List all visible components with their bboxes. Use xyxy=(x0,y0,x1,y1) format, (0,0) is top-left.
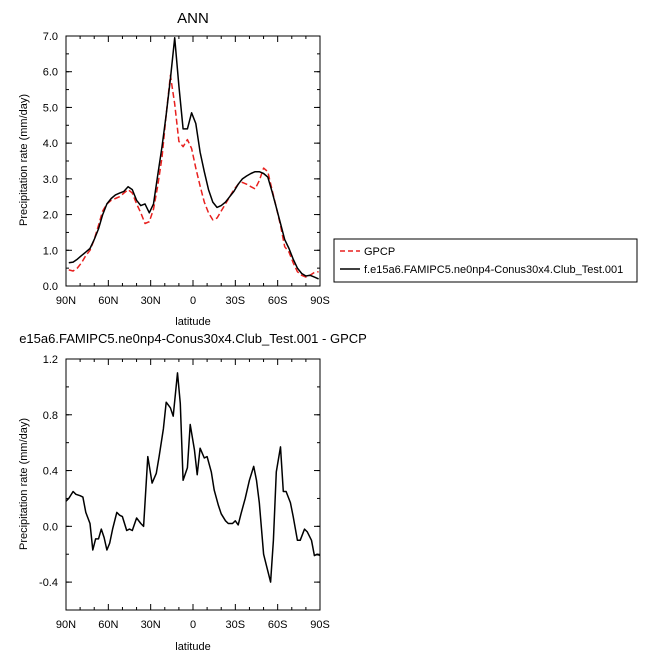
top-chart-title: ANN xyxy=(177,10,209,27)
bottom-plot-frame xyxy=(65,358,321,611)
top-x-tick-label: 30S xyxy=(226,295,246,307)
bottom-panel: e15a6.FAMIPC5.ne0np4-Conus30x4.Club_Test… xyxy=(18,331,367,653)
bottom-y-tick-label: -0.4 xyxy=(39,577,58,589)
top-plot-frame xyxy=(65,35,321,287)
top-plot-area: 90N 60N 30N 0 30S 60S 90S 0.0 1.0 2.0 3.0 4.0 5.0 6.0… xyxy=(43,31,330,307)
bottom-y-axis-label: Precipitation rate (mm/day) xyxy=(18,418,30,550)
legend-label-gpcp: GPCP xyxy=(364,246,395,258)
top-x-tick-label: 60N xyxy=(98,295,118,307)
legend-box xyxy=(333,238,638,283)
bottom-x-tick-label: 90S xyxy=(310,619,330,631)
top-y-axis-label: Precipitation rate (mm/day) xyxy=(18,94,30,226)
top-y-tick-label: 4.0 xyxy=(43,138,58,150)
bottom-y-tick-label: 1.2 xyxy=(43,354,58,366)
top-x-tick-label: 60S xyxy=(268,295,288,307)
bottom-series-line-difference xyxy=(65,372,321,583)
top-y-tick-label: 2.0 xyxy=(43,210,58,222)
top-series-line-model xyxy=(68,37,319,280)
top-x-tick-label: 30N xyxy=(141,295,161,307)
top-y-tick-label: 7.0 xyxy=(43,31,58,43)
top-y-tick-label: 0.0 xyxy=(43,281,58,293)
bottom-x-tick-label: 60N xyxy=(98,619,118,631)
bottom-y-tick-label: 0.0 xyxy=(43,521,58,533)
bottom-x-axis-label: latitude xyxy=(175,641,210,653)
bottom-x-tick-label: 90N xyxy=(56,619,76,631)
top-y-tick-label: 3.0 xyxy=(43,174,58,186)
top-x-tick-label: 90S xyxy=(310,295,330,307)
top-y-tick-label: 1.0 xyxy=(43,245,58,257)
bottom-x-tick-label: 30S xyxy=(226,619,246,631)
bottom-plot-area: 90N 60N 30N 0 30S 60S 90S -0.4 0.0 0.4 0.8 1.2 xyxy=(39,354,330,631)
bottom-x-tick-label: 0 xyxy=(190,619,196,631)
bottom-x-tick-label: 30N xyxy=(141,619,161,631)
top-y-tick-label: 5.0 xyxy=(43,102,58,114)
top-series-line-gpcp xyxy=(68,74,319,278)
legend: GPCP f.e15a6.FAMIPC5.ne0np4-Conus30x4.Cl… xyxy=(333,238,638,283)
bottom-y-tick-label: 0.4 xyxy=(43,466,58,478)
top-x-axis-label: latitude xyxy=(175,316,210,328)
top-panel: ANN latitude Precipitation rate (mm/day)… xyxy=(18,10,330,328)
top-x-tick-label: 0 xyxy=(190,295,196,307)
top-x-tick-label: 90N xyxy=(56,295,76,307)
bottom-y-tick-label: 0.8 xyxy=(43,410,58,422)
bottom-x-tick-label: 60S xyxy=(268,619,288,631)
bottom-chart-title: e15a6.FAMIPC5.ne0np4-Conus30x4.Club_Test… xyxy=(19,331,367,346)
legend-label-model: f.e15a6.FAMIPC5.ne0np4-Conus30x4.Club_Te… xyxy=(364,264,623,276)
top-y-tick-label: 6.0 xyxy=(43,67,58,79)
